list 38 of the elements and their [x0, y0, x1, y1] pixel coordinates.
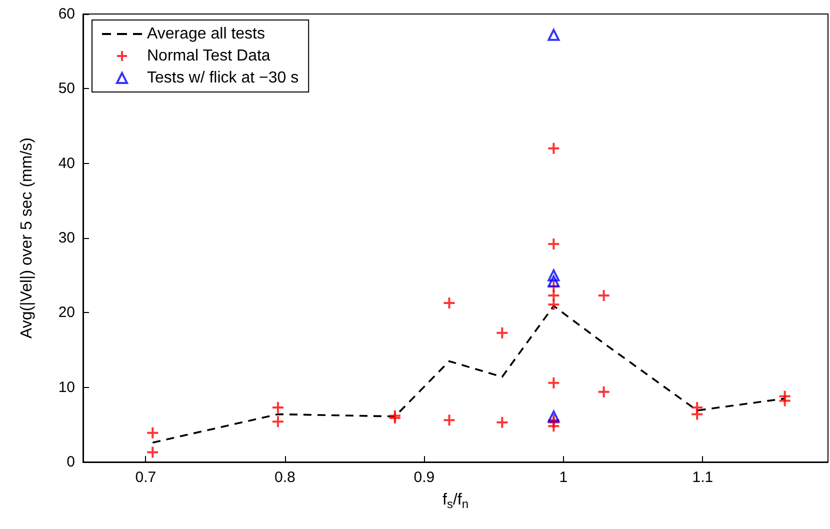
line-series	[152, 305, 786, 444]
legend-label: Average all tests	[147, 26, 265, 42]
y-tick-label: 30	[58, 230, 75, 246]
x-tick-label: 0.9	[414, 469, 435, 486]
point	[271, 400, 284, 414]
y-tick-label: 10	[58, 378, 75, 396]
point	[146, 446, 160, 459]
point	[442, 414, 456, 427]
point	[547, 376, 560, 390]
y-tick-label: 20	[58, 304, 75, 322]
point	[496, 416, 509, 429]
point	[547, 288, 560, 302]
point	[597, 385, 610, 398]
point	[271, 415, 284, 428]
point	[597, 288, 610, 302]
point	[548, 410, 560, 422]
x-tick-label: 1	[559, 469, 568, 486]
point	[778, 394, 792, 408]
y-tick-label: 0	[66, 454, 75, 470]
y-tick-label: 40	[58, 154, 75, 172]
point	[547, 142, 560, 155]
point	[547, 298, 560, 311]
point	[548, 269, 560, 282]
point	[548, 275, 560, 288]
y-axis-title: Avg(|Vel|) over 5 sec (mm/s)	[18, 138, 36, 338]
point	[496, 326, 509, 340]
point	[146, 426, 160, 440]
point	[547, 237, 560, 250]
point	[548, 28, 560, 41]
x-tick-label: 1.1	[692, 469, 714, 486]
x-tick-label: 0.8	[274, 469, 296, 486]
legend-label: Normal Test Data	[147, 48, 270, 64]
legend-label: Tests w/ flick at −30 s	[147, 70, 299, 86]
x-tick-label: 0.7	[135, 469, 156, 486]
point	[690, 408, 704, 421]
y-tick-label: 50	[58, 80, 75, 98]
y-tick-label: 60	[58, 6, 75, 22]
point	[442, 296, 456, 310]
